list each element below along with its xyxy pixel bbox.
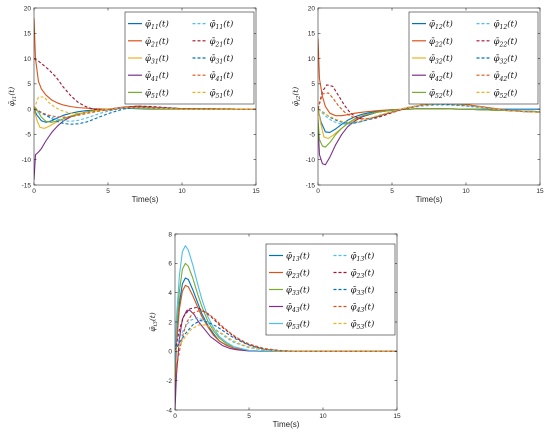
y-axis-label: φ̄i2(t) [291,87,302,106]
series-line-1 [34,107,256,123]
series-line-8 [175,319,397,352]
plot-area [34,18,256,180]
y-axis-label: φ̄i1(t) [7,87,18,106]
y-tick-label: -5 [25,132,31,139]
series-line-5 [175,245,397,367]
legend-label: φ̄52(t) [494,87,518,100]
legend-label: φ̄41(t) [210,70,234,83]
x-tick-label: 15 [252,188,260,195]
y-tick-label: 0 [311,106,315,113]
legend-label: φ̄11(t) [145,19,169,32]
legend-label: φ̄32(t) [494,53,518,66]
legend: φ̄12(t) φ̄22(t) φ̄32(t) φ̄42(t) φ̄52(t) φ̄12(… [408,11,539,105]
legend-label: φ̄53(t) [286,319,310,332]
x-tick-label: 15 [536,188,544,195]
legend: φ̄13(t) φ̄23(t) φ̄33(t) φ̄43(t) φ̄53(t) φ̄13(… [265,243,396,336]
legend-label: φ̄12(t) [429,19,453,32]
x-tick-label: 15 [393,413,401,420]
legend-label: φ̄33(t) [286,285,310,298]
legend-label: φ̄22(t) [494,36,518,49]
x-axis-label: Time(s) [273,420,300,429]
y-tick-label: -5 [309,132,315,139]
x-tick-label: 0 [32,188,36,195]
series-line-8 [34,106,256,125]
y-tick-label: 4 [168,290,172,297]
y-tick-label: 8 [168,231,172,238]
y-tick-label: 0 [168,349,172,356]
legend-label: φ̄42(t) [494,70,518,83]
legend-label: φ̄31(t) [210,53,234,66]
series-line-5 [318,108,540,148]
legend-label: φ̄23(t) [351,268,375,281]
series-line-7 [34,58,256,111]
x-tick-label: 10 [178,188,186,195]
y-tick-label: 2 [168,319,172,326]
plot-area [318,38,540,166]
x-tick-label: 10 [462,188,470,195]
y-tick-label: 15 [308,31,316,38]
series-line-5 [34,107,256,123]
x-axis-label: Time(s) [416,195,443,204]
y-axis-label: φ̄i3(t) [148,312,159,331]
chart-panel-1: 0 5 10 15 -15 -10 -5 0 5 10 15 20 Time(s) φ̄i1(t) φ̄11… [7,5,260,204]
legend-box [124,11,255,105]
legend-label: φ̄52(t) [429,87,453,100]
legend-label: φ̄21(t) [145,36,169,49]
legend-label: φ̄53(t) [351,319,375,332]
y-tick-label: 20 [24,5,32,12]
x-tick-label: 10 [319,413,327,420]
y-tick-label: -2 [166,378,172,385]
x-tick-label: 0 [316,188,320,195]
legend-label: φ̄31(t) [145,53,169,66]
series-line-9 [175,309,397,381]
y-tick-label: 5 [311,81,315,88]
series-line-10 [34,96,256,115]
x-tick-label: 0 [173,413,177,420]
legend-label: φ̄42(t) [429,70,453,83]
x-tick-label: 5 [390,188,394,195]
legend-box [408,11,539,105]
axes-box [33,7,257,186]
y-tick-label: 0 [27,106,31,113]
y-tick-label: -10 [22,157,32,164]
legend-label: φ̄22(t) [429,36,453,49]
legend-label: φ̄23(t) [286,268,310,281]
legend-label: φ̄33(t) [351,285,375,298]
chart-panel-3: 0 5 10 15 -4 -2 0 2 4 6 8 Time(s) φ̄i3(t) φ̄13(t) φ̄23… [148,231,401,429]
x-tick-label: 5 [106,188,110,195]
legend-box [265,243,396,336]
legend-label: φ̄51(t) [145,87,169,100]
y-tick-label: -4 [166,407,172,414]
legend-label: φ̄21(t) [210,36,234,49]
legend-label: φ̄13(t) [286,251,310,264]
legend: φ̄11(t) φ̄21(t) φ̄31(t) φ̄41(t) φ̄51(t) φ̄11(… [124,11,255,105]
y-tick-label: 6 [168,261,172,268]
x-axis-label: Time(s) [132,195,159,204]
x-tick-label: 5 [247,413,251,420]
legend-label: φ̄32(t) [429,53,453,66]
y-tick-label: 15 [24,31,32,38]
legend-label: φ̄13(t) [351,251,375,264]
legend-label: φ̄41(t) [145,70,169,83]
legend-label: φ̄12(t) [494,19,518,32]
y-tick-label: -15 [306,182,316,189]
chart-panel-2: 0 5 10 15 -15 -10 -5 0 5 10 15 20 Time(s) φ̄i2(t) φ̄12… [291,5,544,204]
y-tick-label: -15 [22,182,32,189]
series-line-10 [318,103,540,123]
plot-area [175,245,397,410]
axes-box [317,7,541,186]
y-tick-label: 20 [308,5,316,12]
y-tick-label: 5 [27,81,31,88]
series-line-4 [318,108,540,166]
y-tick-label: -10 [306,157,316,164]
legend-label: φ̄43(t) [351,302,375,315]
y-tick-label: 10 [308,56,316,63]
legend-label: φ̄51(t) [210,87,234,100]
y-tick-label: 10 [24,56,32,63]
legend-label: φ̄11(t) [210,19,234,32]
series-line-9 [34,106,256,118]
legend-label: φ̄43(t) [286,302,310,315]
series-line-10 [175,324,397,352]
